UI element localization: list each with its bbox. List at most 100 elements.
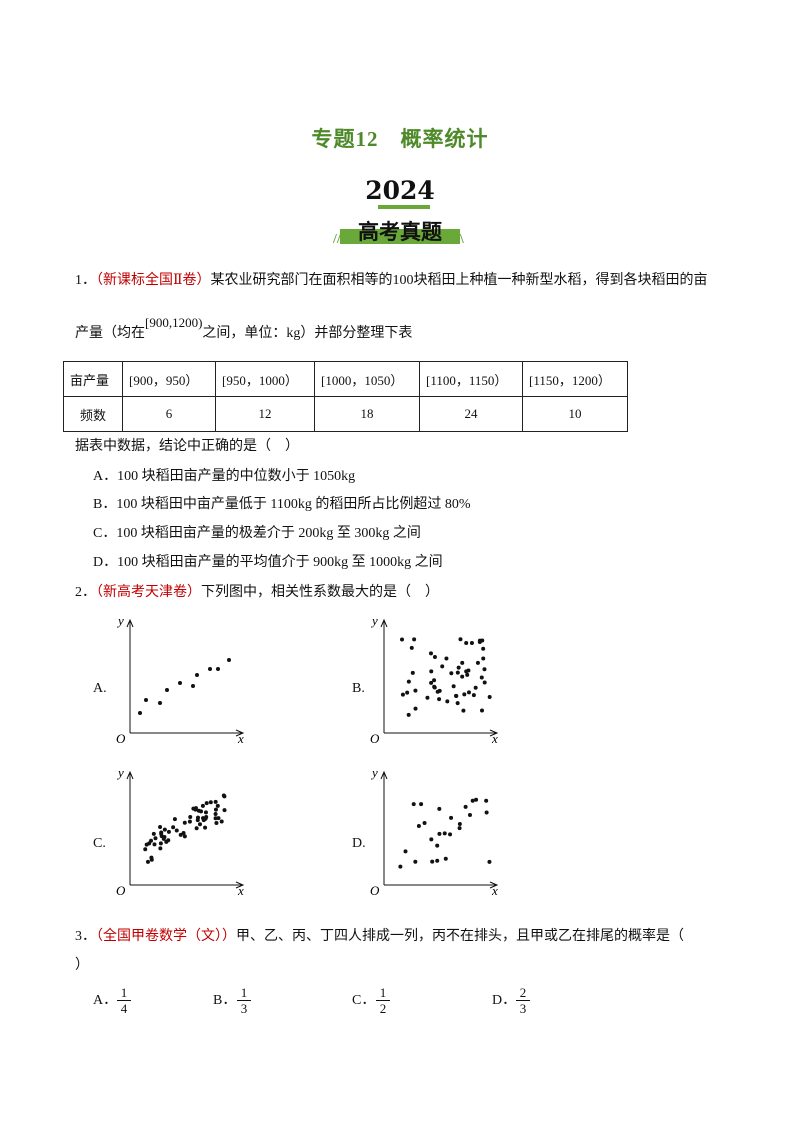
- dot: [195, 818, 200, 823]
- dot: [208, 800, 213, 805]
- text: 下列图中，相关性系数最大的是（ ）: [201, 585, 439, 600]
- plot-label: C.: [93, 836, 106, 851]
- dot: [482, 680, 487, 685]
- question-2: 2．（新高考天津卷）下列图中，相关性系数最大的是（ ）: [75, 584, 439, 602]
- cell: 6: [122, 396, 216, 432]
- dot: [214, 821, 219, 826]
- arrow: [380, 770, 388, 780]
- dot: [138, 711, 142, 715]
- arrow: [489, 729, 499, 737]
- dot: [430, 859, 435, 864]
- number: 1．: [75, 273, 96, 288]
- dot: [221, 793, 226, 798]
- dot: [411, 802, 416, 807]
- dot: [477, 638, 482, 643]
- cell: 24: [419, 396, 523, 432]
- dot: [149, 838, 154, 843]
- dot: [484, 798, 489, 803]
- origin-label: O: [370, 883, 380, 898]
- arrow: [126, 618, 134, 628]
- dot: [166, 838, 171, 843]
- dot: [455, 701, 460, 706]
- origin-label: O: [370, 731, 380, 746]
- dot: [196, 808, 201, 813]
- axis-label: x: [491, 731, 498, 746]
- dot: [443, 856, 448, 861]
- dot: [471, 693, 476, 698]
- origin-label: O: [116, 731, 126, 746]
- dot: [144, 698, 148, 702]
- dot: [203, 825, 208, 830]
- dot: [204, 801, 209, 806]
- dot: [487, 859, 492, 864]
- dot: [432, 678, 437, 683]
- dot: [187, 819, 192, 824]
- dot: [469, 641, 474, 646]
- dot: [194, 826, 199, 831]
- dot: [158, 701, 162, 705]
- dot: [474, 797, 479, 802]
- table: 亩产量 [900，950） [950，1000） [1000，1050） [11…: [63, 361, 628, 432]
- dot: [213, 811, 218, 816]
- dot: [165, 688, 169, 692]
- dot: [203, 816, 208, 821]
- dot: [482, 667, 487, 672]
- dot: [460, 660, 465, 665]
- dot: [213, 816, 218, 821]
- dot: [149, 857, 154, 862]
- option-letter: C．: [352, 993, 376, 1008]
- dot: [174, 828, 179, 833]
- arrow: [235, 729, 245, 737]
- cell: [950，1000）: [215, 361, 315, 397]
- dot: [432, 654, 437, 659]
- dot: [171, 825, 176, 830]
- axis-label: x: [491, 883, 498, 898]
- dot: [215, 803, 220, 808]
- dot: [405, 690, 410, 695]
- axis-label: y: [116, 765, 124, 780]
- dot: [216, 816, 221, 821]
- dot: [400, 692, 405, 697]
- dot: [442, 831, 447, 836]
- dot: [440, 664, 445, 669]
- source: （全国甲卷数学（文））: [96, 929, 236, 944]
- option: C．100 块稻田亩产量的极差介于 200kg 至 300kg 之间: [93, 526, 421, 541]
- text: 之间，单位：kg）并部分整理下表: [202, 326, 413, 341]
- dot: [182, 820, 187, 825]
- axis-label: x: [237, 731, 244, 746]
- dot: [409, 645, 414, 650]
- text-end: ）: [75, 958, 89, 973]
- numerator: 2: [516, 985, 530, 1001]
- arrow: [380, 618, 388, 628]
- option-letter: D．: [492, 993, 517, 1008]
- dot: [413, 706, 418, 711]
- denominator: 4: [120, 1001, 128, 1016]
- dot: [151, 831, 156, 836]
- origin-label: O: [116, 883, 126, 898]
- dot: [475, 660, 480, 665]
- dot: [400, 637, 405, 642]
- dot: [479, 708, 484, 713]
- dot: [487, 694, 492, 699]
- badge-bar: [340, 229, 460, 244]
- dot: [451, 684, 456, 689]
- numerator: 1: [117, 985, 131, 1001]
- dot: [479, 675, 484, 680]
- dot: [467, 813, 472, 818]
- dot: [208, 667, 212, 671]
- dot: [481, 656, 486, 661]
- dot: [461, 708, 466, 713]
- dot: [213, 807, 218, 812]
- dot: [191, 684, 195, 688]
- cell: [1100，1150）: [419, 361, 523, 397]
- dot: [166, 829, 171, 834]
- arrow: [126, 770, 134, 780]
- dot: [422, 821, 427, 826]
- text: 某农业研究部门在面积相等的100块稻田上种植一种新型水稻，得到各块稻田的亩: [210, 273, 708, 288]
- dot: [413, 688, 418, 693]
- dot: [428, 651, 433, 656]
- cell: 18: [314, 396, 420, 432]
